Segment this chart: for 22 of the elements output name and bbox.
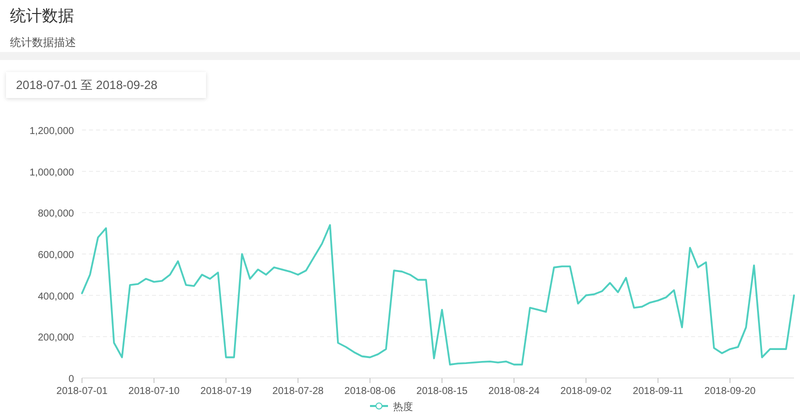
chart-subtitle: 统计数据描述 [10,36,76,50]
y-tick-label: 400,000 [38,291,74,302]
x-tick-label: 2018-08-24 [488,386,540,397]
x-tick-label: 2018-07-10 [128,386,180,397]
x-tick-label: 2018-08-06 [344,386,396,397]
y-tick-label: 1,200,000 [30,126,74,137]
x-tick-label: 2018-07-19 [200,386,252,397]
x-tick-label: 2018-09-11 [632,386,684,397]
x-tick-label: 2018-07-28 [272,386,324,397]
x-tick-label: 2018-07-01 [56,386,108,397]
line-series [81,224,795,366]
chart-title: 统计数据 [10,6,75,27]
legend-label: 热度 [393,401,413,413]
x-tick-label: 2018-09-20 [704,386,756,397]
y-tick-label: 0 [68,374,74,385]
y-tick-label: 800,000 [38,208,74,220]
x-tick-label: 2018-09-02 [560,386,612,397]
x-tick-label: 2018-08-15 [416,386,468,397]
y-tick-label: 200,000 [38,332,74,344]
y-tick-label: 1,000,000 [30,167,74,178]
text: 2018-07-01 至 2018-09-28 [6,72,206,98]
y-tick-label: 600,000 [38,250,74,261]
